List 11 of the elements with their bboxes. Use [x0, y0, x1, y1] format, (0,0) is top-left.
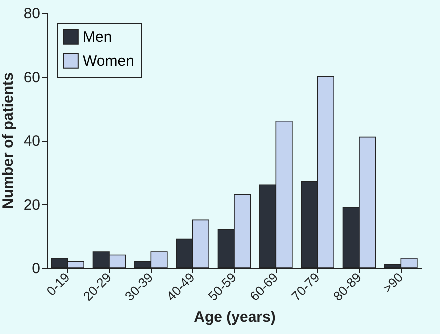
y-axis-title: Number of patients: [0, 72, 17, 210]
y-tick-label: 80: [24, 6, 40, 22]
y-tick-label: 0: [32, 260, 40, 278]
y-tick-label: 40: [24, 133, 40, 150]
x-axis-title: Age (years): [194, 308, 276, 326]
y-tick-label: 60: [24, 69, 40, 86]
legend-label: Women: [83, 53, 134, 70]
legend-label: Men: [83, 29, 112, 46]
x-tick-label: >90: [380, 270, 406, 296]
x-tick-label: 0-19: [44, 270, 73, 299]
y-tick-label: 20: [24, 196, 40, 214]
